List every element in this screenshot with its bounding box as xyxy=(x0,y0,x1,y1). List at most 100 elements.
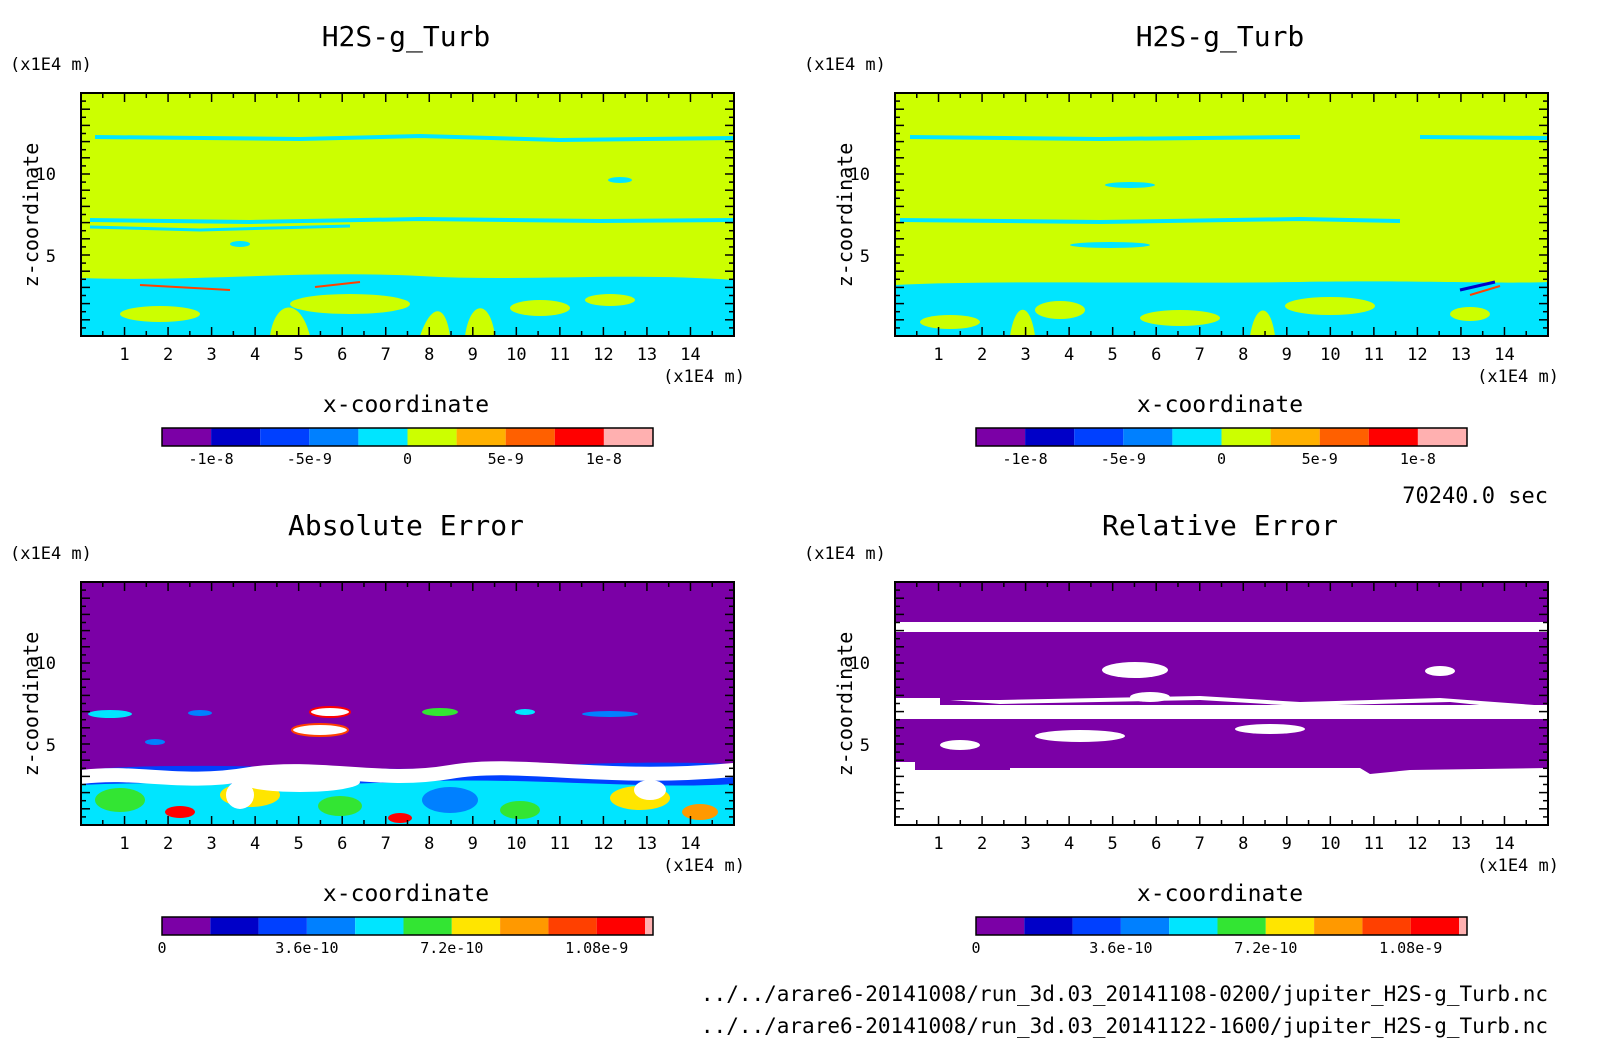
x-tick-label: 11 xyxy=(1364,834,1384,854)
time-label: 70240.0 sec xyxy=(1402,484,1548,509)
colorbar-swatch xyxy=(403,917,452,935)
colorbar-swatch xyxy=(1362,917,1411,935)
x-tick-label: 14 xyxy=(680,345,700,365)
x-tick-label: 10 xyxy=(1320,345,1340,365)
y-axis-label: z-coordinate xyxy=(19,143,43,288)
colorbar-swatch xyxy=(456,428,506,446)
colorbar-swatch xyxy=(1025,428,1075,446)
colorbar-swatch xyxy=(500,917,549,935)
colorbar: 0 3.6e-10 7.2e-10 1.08e-9 xyxy=(157,916,654,957)
y-tick-label: 10 xyxy=(36,165,56,185)
colorbar-swatch xyxy=(1417,428,1467,446)
colorbar-swatch xyxy=(1217,917,1266,935)
y-tick-label: 10 xyxy=(36,654,56,674)
colorbar-label: 0 xyxy=(403,450,412,468)
x-tick-label: 6 xyxy=(1151,345,1161,365)
x-tick-label: 1 xyxy=(119,345,129,365)
colorbar-swatch xyxy=(1024,917,1073,935)
y-axis-label: z-coordinate xyxy=(833,632,857,777)
colorbar-swatch xyxy=(976,917,1025,935)
x-tick-label: 2 xyxy=(977,834,987,854)
x-tick-label: 4 xyxy=(250,834,260,854)
chart-title: Relative Error xyxy=(1102,509,1338,542)
x-tick-label: 10 xyxy=(506,345,526,365)
colorbar-label: 0 xyxy=(157,939,166,957)
colorbar-label: 1e-8 xyxy=(586,450,622,468)
x-tick-label: 10 xyxy=(506,834,526,854)
colorbar: 0 3.6e-10 7.2e-10 1.08e-9 xyxy=(971,916,1468,957)
x-tick-label: 11 xyxy=(550,345,570,365)
y-unit-label: (x1E4 m) xyxy=(804,55,886,75)
x-tick-label: 3 xyxy=(1020,834,1030,854)
y-axis-label: z-coordinate xyxy=(19,632,43,777)
y-tick-label: 5 xyxy=(860,736,870,756)
colorbar-frame xyxy=(975,427,1468,447)
chart-title: Absolute Error xyxy=(288,509,524,542)
colorbar: -1e-8 -5e-9 0 5e-9 1e-8 xyxy=(161,427,654,468)
y-tick-label: 5 xyxy=(46,736,56,756)
colorbar-label: 1.08e-9 xyxy=(565,939,628,957)
heatmap-field xyxy=(895,93,1548,336)
x-tick-labels: 1 2 3 4 5 6 7 8 9 10 11 12 13 14 xyxy=(933,345,1514,365)
y-tick-label: 10 xyxy=(850,165,870,185)
x-tick-label: 8 xyxy=(424,345,434,365)
chart-title: H2S-g_Turb xyxy=(322,20,491,54)
x-tick-label: 8 xyxy=(1238,834,1248,854)
colorbar-swatch xyxy=(1270,428,1320,446)
x-axis-label: x-coordinate xyxy=(1137,881,1303,907)
x-axis-label: x-coordinate xyxy=(323,881,489,907)
colorbar-label: 3.6e-10 xyxy=(275,939,338,957)
x-unit-label: (x1E4 m) xyxy=(663,367,745,387)
colorbar-swatch xyxy=(548,917,597,935)
x-tick-label: 12 xyxy=(1407,834,1427,854)
x-tick-label: 7 xyxy=(1195,834,1205,854)
x-tick-label: 12 xyxy=(593,345,613,365)
colorbar-frame xyxy=(161,427,654,447)
colorbar-swatch xyxy=(306,917,356,935)
x-tick-label: 8 xyxy=(1238,345,1248,365)
colorbar-swatch xyxy=(505,428,555,446)
x-tick-label: 3 xyxy=(206,834,216,854)
tick-marks xyxy=(894,581,1549,826)
x-tick-label: 5 xyxy=(1108,345,1118,365)
colorbar-swatch xyxy=(1410,917,1459,935)
colorbar-label: 5e-9 xyxy=(1302,450,1338,468)
colorbar-swatch xyxy=(1123,428,1173,446)
x-tick-label: 4 xyxy=(250,345,260,365)
colorbar-swatch xyxy=(162,428,212,446)
colorbar-swatch xyxy=(1074,428,1124,446)
x-tick-label: 5 xyxy=(294,834,304,854)
x-tick-label: 6 xyxy=(337,345,347,365)
colorbar-label: 3.6e-10 xyxy=(1089,939,1152,957)
colorbar-swatch xyxy=(260,428,310,446)
x-tick-labels: 1 2 3 4 5 6 7 8 9 10 11 12 13 14 xyxy=(933,834,1514,854)
x-tick-label: 13 xyxy=(1451,834,1471,854)
colorbar-swatch xyxy=(1221,428,1271,446)
colorbar-label: -1e-8 xyxy=(189,450,234,468)
x-tick-label: 12 xyxy=(593,834,613,854)
colorbar-swatch xyxy=(976,428,1026,446)
x-tick-label: 3 xyxy=(206,345,216,365)
colorbar-swatch xyxy=(1072,917,1121,935)
panel-top-left: H2S-g_Turb (x1E4 m) 10 5 1 2 3 4 5 6 7 8 9 10 11 xyxy=(10,20,745,468)
heatmap-field xyxy=(895,582,1548,825)
x-tick-label: 8 xyxy=(424,834,434,854)
colorbar-swatch xyxy=(211,428,261,446)
x-tick-label: 13 xyxy=(637,345,657,365)
colorbar-swatch xyxy=(554,428,604,446)
colorbar-swatch xyxy=(1169,917,1218,935)
colorbar-swatch xyxy=(309,428,359,446)
colorbar-label: 7.2e-10 xyxy=(420,939,483,957)
colorbar-swatch xyxy=(645,917,653,935)
x-tick-label: 9 xyxy=(1282,834,1292,854)
x-tick-label: 3 xyxy=(1020,345,1030,365)
colorbar-swatch xyxy=(258,917,307,935)
x-tick-label: 5 xyxy=(1108,834,1118,854)
x-tick-label: 12 xyxy=(1407,345,1427,365)
x-tick-label: 6 xyxy=(1151,834,1161,854)
colorbar-swatch xyxy=(451,917,501,935)
x-unit-label: (x1E4 m) xyxy=(663,856,745,876)
x-tick-label: 13 xyxy=(637,834,657,854)
colorbar-label: 7.2e-10 xyxy=(1234,939,1297,957)
